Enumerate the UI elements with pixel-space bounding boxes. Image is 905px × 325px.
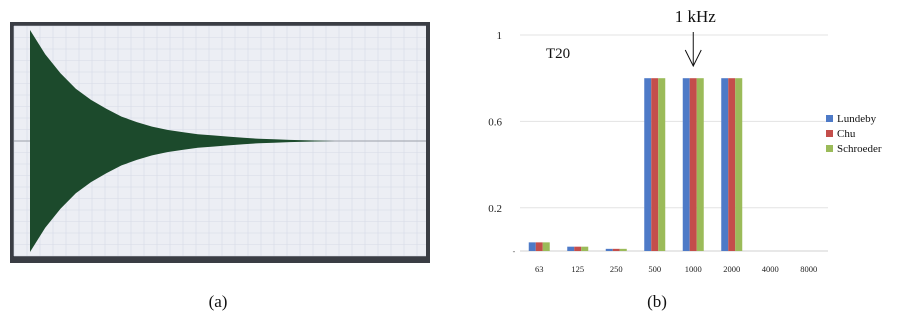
bar-chu-500 xyxy=(651,78,659,251)
legend-swatch-schroeder xyxy=(826,145,833,152)
bar-schroeder-125 xyxy=(581,246,589,251)
bar-lundeby-250 xyxy=(605,248,613,251)
bar-chu-125 xyxy=(574,246,582,251)
x-tick-label: 4000 xyxy=(762,264,779,274)
bar-schroeder-250 xyxy=(619,248,627,251)
bar-schroeder-63 xyxy=(542,242,550,251)
y-tick-label: 0.2 xyxy=(488,203,502,215)
caption-a: (a) xyxy=(208,292,228,311)
bar-schroeder-2000 xyxy=(735,78,743,251)
legend-swatch-lundeby xyxy=(826,115,833,122)
panel-a-waveform xyxy=(10,22,430,263)
x-tick-label: 1000 xyxy=(685,264,702,274)
y-tick-origin: - xyxy=(513,247,516,256)
bar-schroeder-1000 xyxy=(696,78,704,251)
annotation-label: 1 kHz xyxy=(675,7,717,26)
bar-chu-63 xyxy=(535,242,543,251)
waveform-envelope xyxy=(30,30,335,252)
x-tick-label: 63 xyxy=(535,264,544,274)
bar-lundeby-500 xyxy=(644,78,652,251)
x-tick-label: 250 xyxy=(610,264,623,274)
annotation-arrow-head xyxy=(684,49,702,68)
y-tick-label: 1 xyxy=(497,30,503,42)
x-tick-label: 8000 xyxy=(800,264,817,274)
inner-label-t20: T20 xyxy=(546,46,570,62)
x-tick-label: 125 xyxy=(571,264,584,274)
caption-b: (b) xyxy=(647,292,667,311)
bar-chu-2000 xyxy=(728,78,736,251)
bar-lundeby-1000 xyxy=(682,78,690,251)
bar-lundeby-125 xyxy=(567,246,575,251)
x-tick-label: 2000 xyxy=(723,264,740,274)
legend-label-chu: Chu xyxy=(837,128,856,140)
legend-swatch-chu xyxy=(826,130,833,137)
bar-lundeby-2000 xyxy=(721,78,729,251)
legend-label-schroeder: Schroeder xyxy=(837,143,882,155)
y-tick-label: 0.6 xyxy=(488,116,502,128)
legend-label-lundeby: Lundeby xyxy=(837,113,877,125)
bar-lundeby-63 xyxy=(528,242,536,251)
panel-b-bar-chart: 1 0.6 0.2 - 63 125 250 500 1000 2000 4000 8000 T20 1 … xyxy=(488,7,882,274)
x-tick-label: 500 xyxy=(648,264,661,274)
bar-chu-1000 xyxy=(689,78,697,251)
bar-schroeder-500 xyxy=(658,78,666,251)
bar-chu-250 xyxy=(612,248,620,251)
